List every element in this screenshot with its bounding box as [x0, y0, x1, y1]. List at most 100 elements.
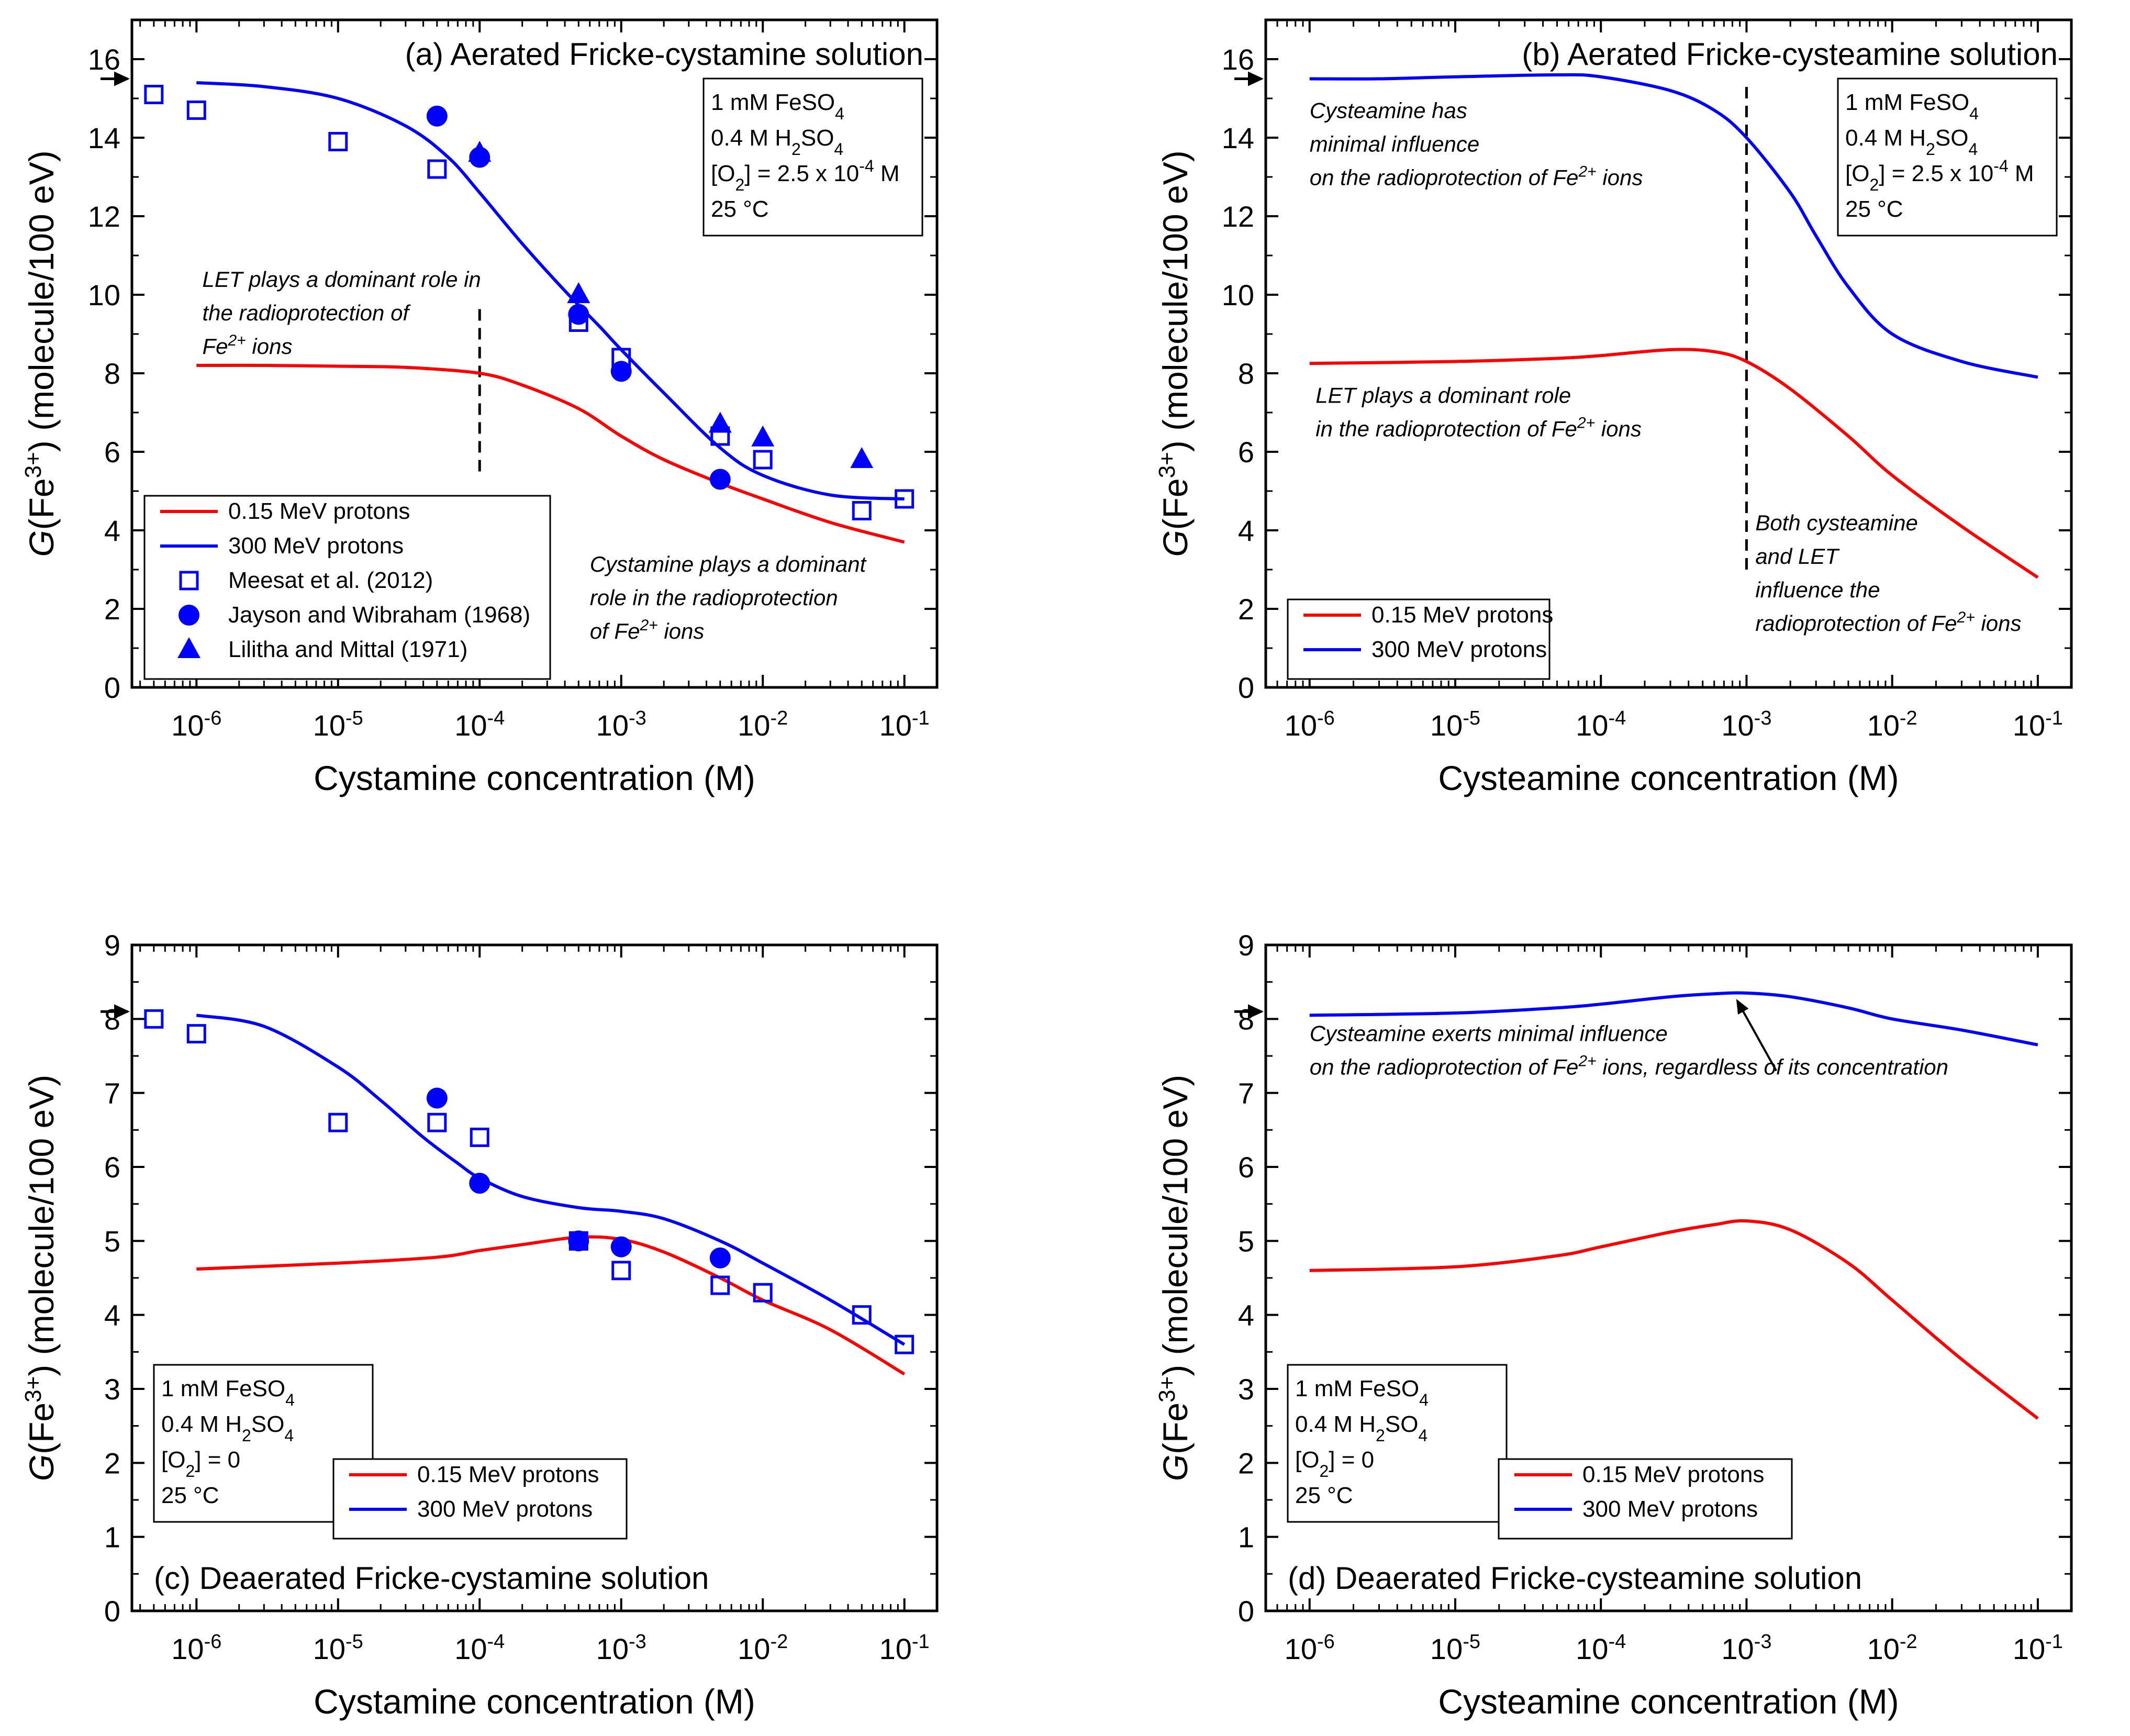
- y-axis-label: G(Fe3+) (molecule/100 eV): [1154, 1075, 1195, 1481]
- data-point-square: [144, 1009, 164, 1029]
- y-tick-label: 6: [1238, 436, 1254, 469]
- condition-line: 25 °C: [161, 1483, 219, 1508]
- x-tick-label: 10-5: [1430, 707, 1480, 742]
- condition-line: [O2] = 2.5 x 10-4 M: [711, 157, 900, 194]
- panel-b: 0 2 4 6 8 10 12 14 16 10-6 10-5 10-4 10-3 10-2 10-1 Cys…: [1154, 18, 2073, 797]
- y-tick-label: 7: [104, 1077, 120, 1110]
- y-tick-label: 8: [104, 357, 120, 390]
- annotation-text: Cysteamine has: [1310, 98, 1467, 123]
- x-tick-label: 10-1: [879, 1631, 930, 1665]
- legend: 0.15 MeV protons 300 MeV protons: [1287, 598, 1553, 680]
- condition-line: [O2] = 0: [161, 1447, 240, 1481]
- x-tick-label: 10-2: [738, 1631, 788, 1665]
- series-line-1: [1309, 991, 2038, 1047]
- y-tick-label: 16: [1222, 43, 1254, 76]
- condition-line: 0.4 M H2SO4: [711, 125, 843, 159]
- pointer-arrow-icon: [1736, 999, 1777, 1072]
- series-line-0: [1309, 348, 2039, 579]
- y-tick-label: 3: [1238, 1373, 1254, 1406]
- data-point-square: [186, 1024, 206, 1044]
- y-tick-label: 10: [88, 279, 120, 311]
- y-axis-label: G(Fe3+) (molecule/100 eV): [20, 1075, 61, 1481]
- annotation-text: Fe2+ ions: [203, 332, 293, 359]
- data-point-triangle: [708, 411, 732, 433]
- y-tick-label: 6: [104, 1151, 120, 1184]
- data-point-triangle: [567, 282, 590, 303]
- y-tick-label: 6: [1238, 1151, 1254, 1184]
- x-tick-label: 10-5: [313, 707, 363, 742]
- legend-label: 300 MeV protons: [1371, 637, 1547, 662]
- plot-area: [196, 1014, 906, 1376]
- legend-label: 0.15 MeV protons: [417, 1462, 599, 1487]
- y-tick-label: 12: [1222, 200, 1254, 233]
- legend-label: 0.15 MeV protons: [228, 498, 410, 524]
- data-point-circle: [709, 469, 731, 490]
- annotation-text: the radioprotection of: [203, 301, 411, 325]
- condition-line: 1 mM FeSO4: [1295, 1376, 1429, 1409]
- plot-area: [1309, 991, 2039, 1420]
- series-line-0: [196, 1235, 906, 1376]
- condition-line: 25 °C: [711, 196, 769, 222]
- legend-swatch: [179, 571, 199, 591]
- legend-swatch: [179, 605, 199, 626]
- y-tick-label: 14: [1222, 121, 1254, 154]
- x-tick-label: 10-2: [1867, 707, 1917, 742]
- condition-line: 0.4 M H2SO4: [1295, 1411, 1428, 1445]
- y-tick-label: 7: [1238, 1077, 1254, 1110]
- series-line-1: [196, 1014, 906, 1346]
- panel-title: (b) Aerated Fricke-cysteamine solution: [1522, 37, 2058, 72]
- annotation-text: in the radioprotection of Fe2+ ions: [1315, 414, 1642, 441]
- x-tick-label: 10-2: [1867, 1631, 1917, 1665]
- data-point-circle: [610, 1236, 632, 1258]
- data-point-circle: [469, 1173, 490, 1194]
- plot-frame: [130, 18, 939, 689]
- data-point-circle: [568, 304, 589, 325]
- condition-line: [O2] = 2.5 x 10-4 M: [1845, 157, 2034, 194]
- x-tick-label: 10-1: [879, 707, 930, 742]
- plot-area: [1309, 73, 2039, 579]
- y-tick-label: 14: [88, 121, 120, 154]
- y-tick-label: 0: [104, 671, 120, 704]
- condition-line: 25 °C: [1845, 196, 1903, 222]
- x-tick-label: 10-5: [313, 1631, 363, 1665]
- plot-frame: [1264, 18, 2073, 689]
- y-tick-label: 3: [104, 1373, 120, 1406]
- series-line-0: [1309, 1219, 2039, 1420]
- y-tick-label: 10: [1222, 279, 1254, 311]
- y-tick-label: 5: [104, 1225, 120, 1258]
- data-point-square: [144, 85, 164, 104]
- y-tick-label: 5: [1238, 1225, 1254, 1258]
- annotation-text: of Fe2+ ions: [590, 616, 705, 643]
- condition-line: [O2] = 0: [1295, 1447, 1374, 1481]
- legend-label: 300 MeV protons: [1582, 1496, 1758, 1522]
- annotation-text: on the radioprotection of Fe2+ ions: [1310, 163, 1643, 190]
- annotation-text: Cysteamine exerts minimal influence: [1310, 1021, 1668, 1046]
- y-tick-label: 2: [1238, 1446, 1254, 1479]
- legend: 0.15 MeV protons 300 MeV protons: [332, 1458, 628, 1540]
- annotation-text: radioprotection of Fe2+ ions: [1755, 609, 2021, 636]
- x-tick-label: 10-6: [1285, 1631, 1335, 1665]
- legend-label: Jayson and Wibraham (1968): [228, 602, 530, 628]
- data-point-square: [753, 1283, 773, 1303]
- data-point-triangle: [751, 425, 775, 447]
- series-line-1: [1309, 73, 2038, 379]
- data-point-circle: [426, 1087, 448, 1109]
- data-point-square: [852, 501, 872, 520]
- y-tick-label: 9: [1238, 929, 1254, 962]
- legend-label: 300 MeV protons: [228, 533, 404, 559]
- data-point-circle: [610, 361, 632, 382]
- legend-label: 300 MeV protons: [417, 1496, 593, 1522]
- data-point-square: [710, 1275, 730, 1295]
- x-tick-label: 10-1: [2013, 707, 2063, 742]
- annotation-text: Cystamine plays a dominant: [590, 552, 867, 576]
- data-point-square: [611, 1261, 631, 1281]
- reference-arrow-icon: [1234, 71, 1264, 86]
- data-point-square: [753, 450, 773, 470]
- panel-title: (d) Deaerated Fricke-cysteamine solution: [1288, 1561, 1862, 1596]
- x-tick-label: 10-3: [1721, 1631, 1771, 1665]
- condition-line: 25 °C: [1295, 1483, 1353, 1508]
